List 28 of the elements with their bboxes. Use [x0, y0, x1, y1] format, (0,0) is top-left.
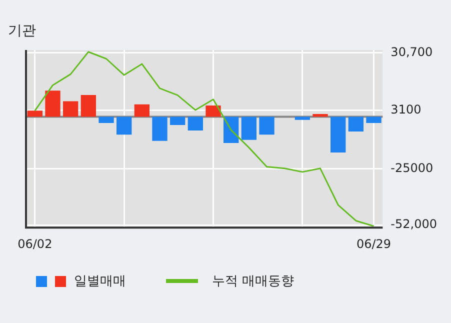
bar — [366, 116, 382, 123]
y-tick-label: 30,700 — [390, 44, 433, 59]
bar — [152, 116, 168, 141]
bar — [80, 95, 96, 117]
legend-label: 일별매매 — [74, 273, 126, 290]
bar — [63, 101, 78, 117]
bar — [116, 116, 132, 135]
chart-title: 기관 — [8, 22, 36, 40]
bar — [312, 114, 328, 117]
bar — [27, 110, 42, 117]
bar — [224, 116, 239, 143]
y-tick-label: 3100 — [390, 102, 422, 116]
bar — [348, 116, 364, 132]
bar — [134, 104, 150, 117]
bar — [170, 116, 186, 126]
bar — [241, 116, 257, 140]
y-tick-label: -25000 — [390, 160, 434, 175]
bar — [330, 116, 346, 153]
legend-label: 누적 매매동향 — [212, 273, 294, 290]
bar — [206, 105, 221, 117]
bar — [294, 116, 310, 120]
bar — [259, 116, 274, 135]
bar — [188, 116, 204, 130]
bar — [45, 90, 60, 117]
x-tick-label: 06/29 — [356, 236, 392, 251]
x-tick-label: 06/02 — [18, 236, 52, 251]
y-tick-label: -52,000 — [390, 217, 438, 232]
bar — [98, 116, 114, 123]
